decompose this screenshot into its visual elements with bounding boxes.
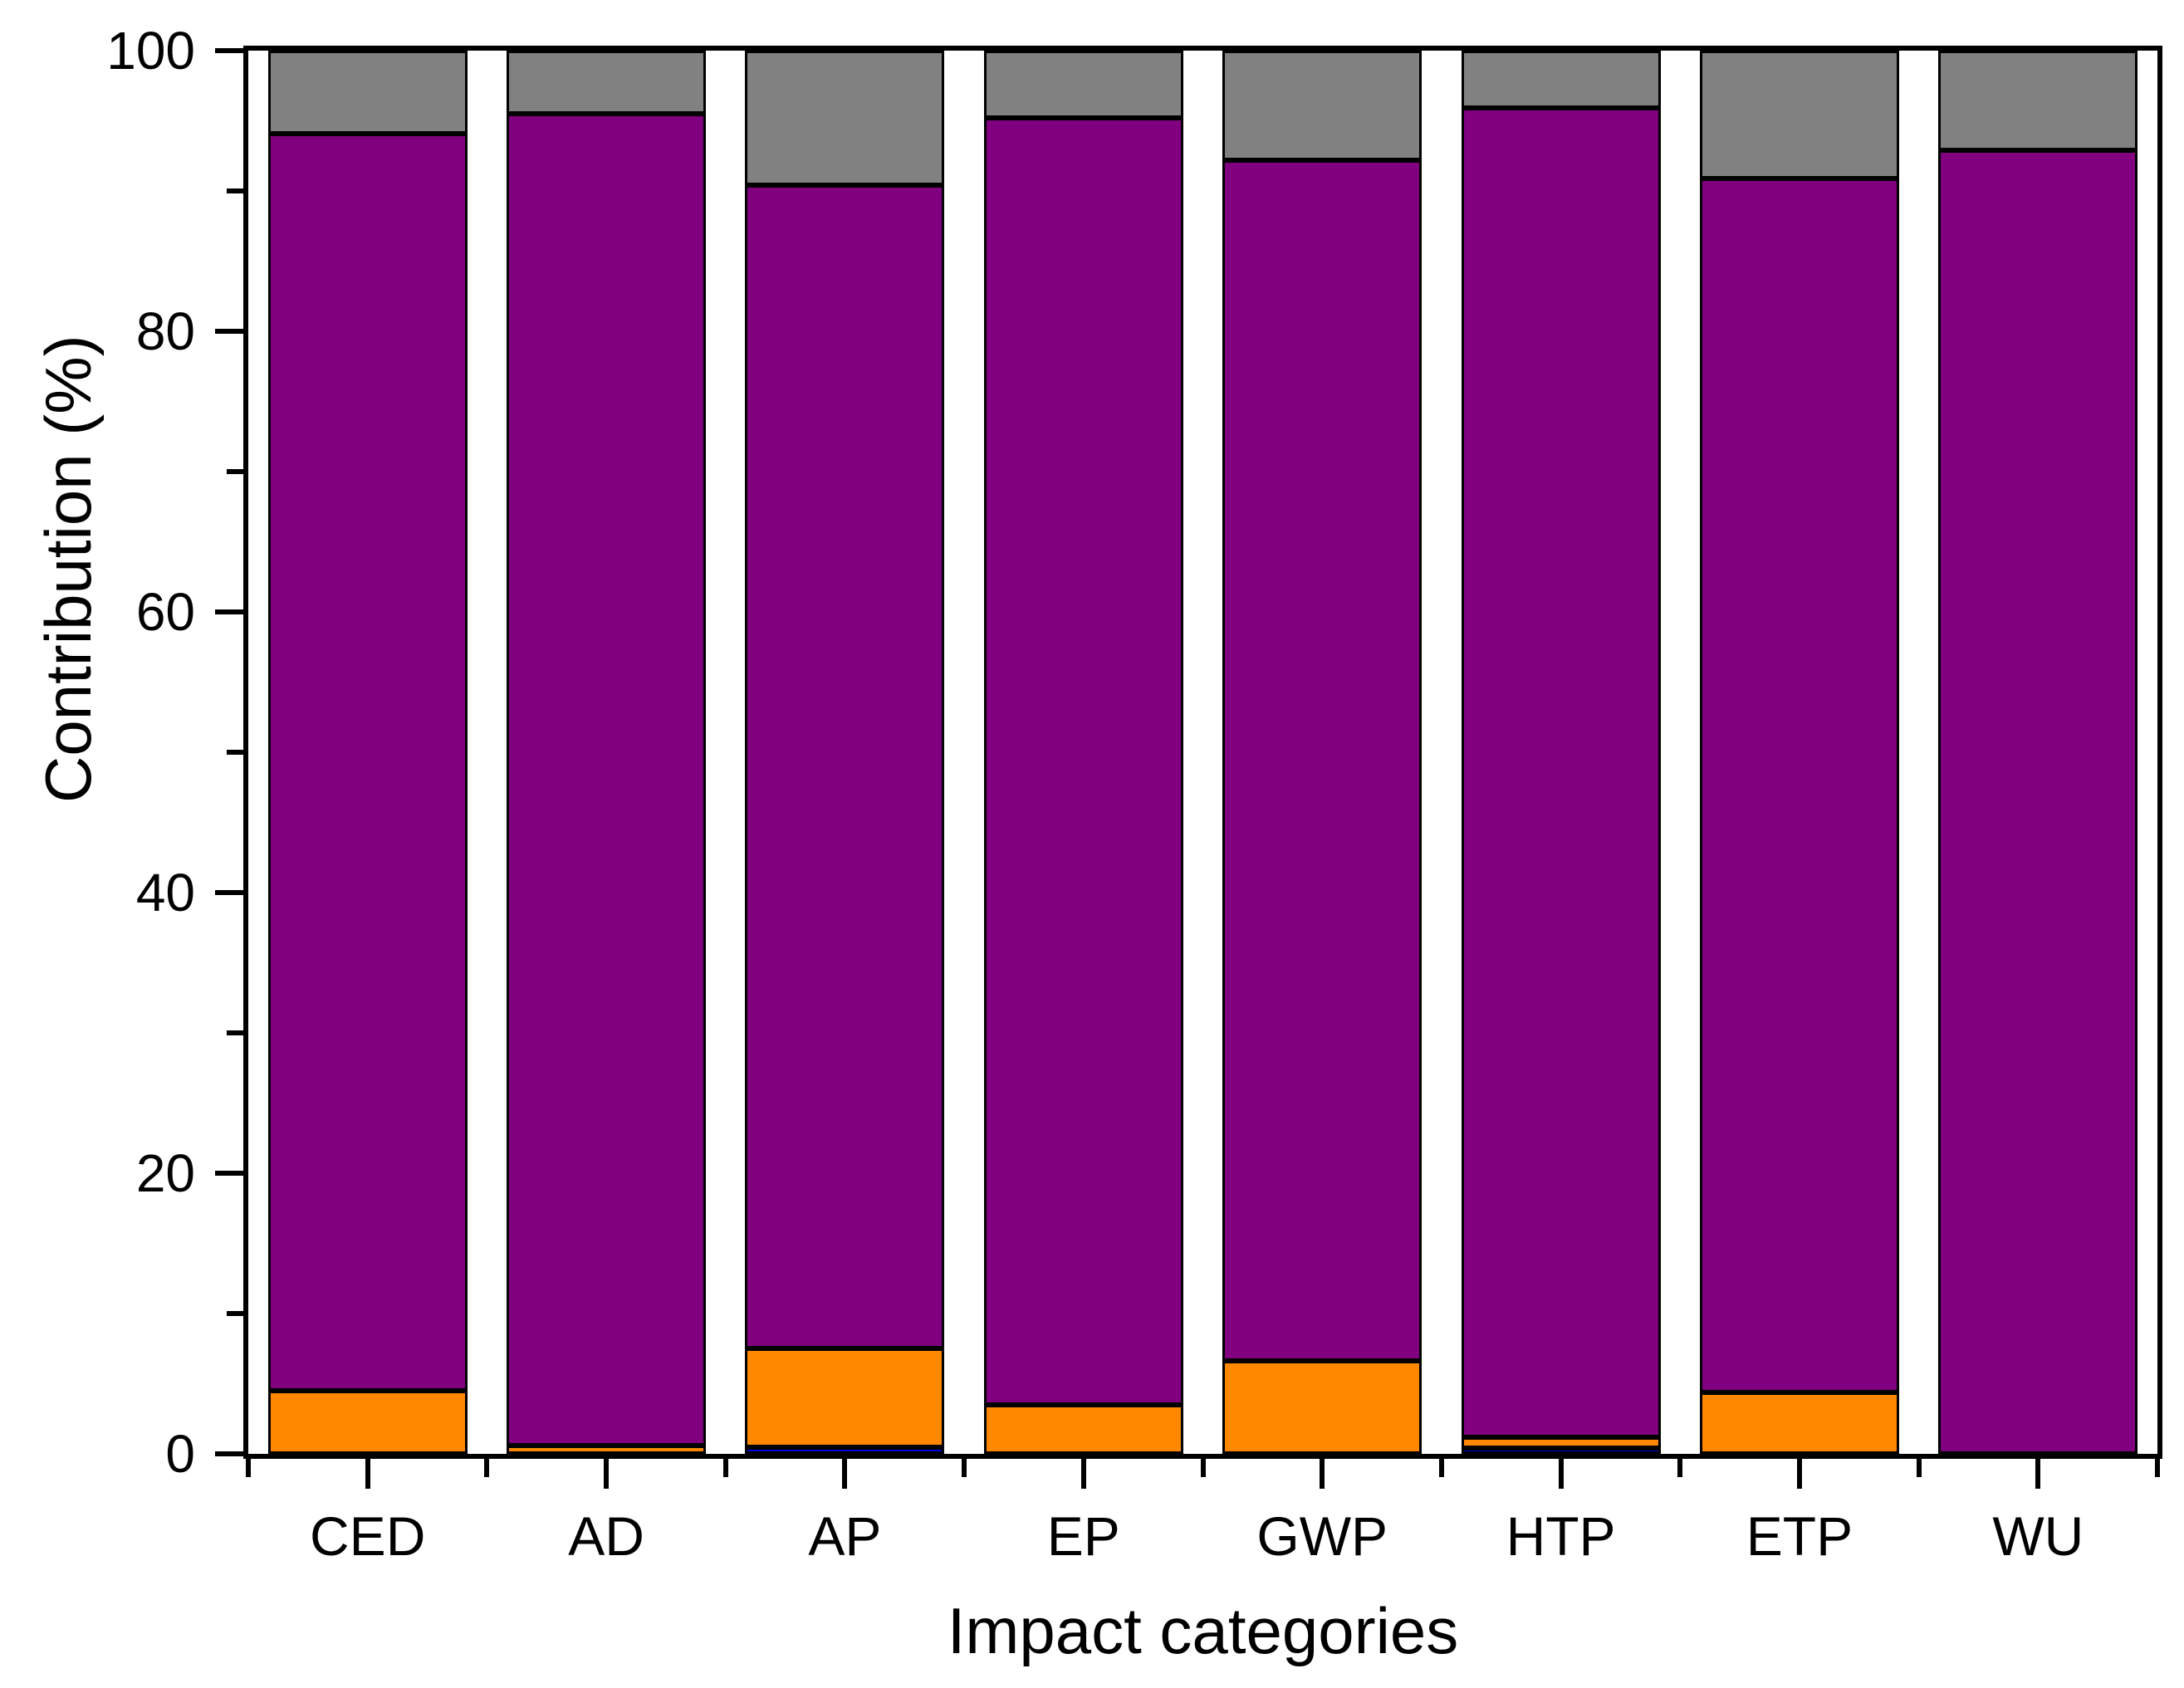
- blue-segment-HTP: [1461, 1448, 1661, 1454]
- category-label-GWP: GWP: [1256, 1505, 1388, 1567]
- y-minor-tick: [227, 188, 243, 193]
- y-minor-tick: [227, 469, 243, 474]
- orange-segment-AD: [507, 1445, 707, 1454]
- x-major-tick: [1320, 1459, 1325, 1489]
- x-major-tick: [2035, 1459, 2041, 1489]
- x-minor-tick: [1438, 1459, 1444, 1477]
- gray-segment-AD: [507, 51, 707, 115]
- y-tick-label: 80: [135, 301, 195, 361]
- bar-AD: [507, 51, 707, 1454]
- y-tick-label: 100: [106, 21, 195, 81]
- gray-segment-GWP: [1222, 51, 1423, 160]
- y-major-tick: [215, 890, 243, 895]
- orange-segment-CED: [267, 1390, 468, 1454]
- x-major-tick: [604, 1459, 610, 1489]
- category-label-AP: AP: [808, 1505, 882, 1567]
- purple-segment-CED: [267, 133, 468, 1391]
- bar-EP: [983, 51, 1183, 1454]
- x-axis-title: Impact categories: [947, 1594, 1459, 1667]
- purple-segment-ETP: [1699, 178, 1899, 1392]
- purple-segment-AP: [745, 185, 945, 1349]
- orange-segment-EP: [983, 1404, 1183, 1454]
- y-tick-label: 0: [165, 1424, 195, 1484]
- purple-segment-HTP: [1461, 108, 1661, 1437]
- gray-segment-EP: [983, 51, 1183, 119]
- x-minor-tick: [1200, 1459, 1206, 1477]
- purple-segment-GWP: [1222, 159, 1423, 1362]
- x-minor-tick: [962, 1459, 967, 1477]
- bar-WU: [1938, 51, 2138, 1454]
- x-minor-tick: [2155, 1459, 2160, 1477]
- category-label-HTP: HTP: [1506, 1505, 1616, 1567]
- y-minor-tick: [227, 1030, 243, 1035]
- x-minor-tick: [722, 1459, 728, 1477]
- gray-segment-AP: [745, 51, 945, 186]
- bar-ETP: [1699, 51, 1899, 1454]
- y-major-tick: [215, 48, 243, 53]
- orange-segment-GWP: [1222, 1361, 1423, 1454]
- y-tick-label: 60: [135, 582, 195, 642]
- bar-AP: [745, 51, 945, 1454]
- x-major-tick: [1080, 1459, 1086, 1489]
- x-minor-tick: [246, 1459, 251, 1477]
- gray-segment-CED: [267, 51, 468, 134]
- y-tick-label: 20: [135, 1143, 195, 1203]
- blue-segment-AP: [745, 1446, 945, 1454]
- y-major-tick: [215, 1171, 243, 1176]
- category-label-ETP: ETP: [1746, 1505, 1853, 1567]
- y-major-tick: [215, 1451, 243, 1456]
- purple-segment-AD: [507, 114, 707, 1446]
- category-label-WU: WU: [1992, 1505, 2084, 1567]
- orange-segment-HTP: [1461, 1436, 1661, 1449]
- x-major-tick: [1558, 1459, 1564, 1489]
- y-minor-tick: [227, 750, 243, 755]
- orange-segment-ETP: [1699, 1392, 1899, 1454]
- x-major-tick: [365, 1459, 370, 1489]
- category-label-AD: AD: [568, 1505, 644, 1567]
- bar-HTP: [1461, 51, 1661, 1454]
- y-axis-title: Contribution (%): [32, 335, 105, 803]
- purple-segment-WU: [1938, 150, 2138, 1454]
- x-minor-tick: [1677, 1459, 1683, 1477]
- x-minor-tick: [484, 1459, 490, 1477]
- category-label-CED: CED: [310, 1505, 426, 1567]
- gray-segment-WU: [1938, 51, 2138, 150]
- x-major-tick: [1796, 1459, 1802, 1489]
- bar-CED: [267, 51, 468, 1454]
- x-major-tick: [842, 1459, 848, 1489]
- bar-GWP: [1222, 51, 1423, 1454]
- y-major-tick: [215, 609, 243, 614]
- y-tick-label: 40: [135, 863, 195, 922]
- orange-segment-AP: [745, 1348, 945, 1447]
- y-minor-tick: [227, 1311, 243, 1316]
- plot-area: [243, 46, 2162, 1459]
- purple-segment-EP: [983, 118, 1183, 1405]
- y-major-tick: [215, 329, 243, 334]
- category-label-EP: EP: [1046, 1505, 1120, 1567]
- gray-segment-HTP: [1461, 51, 1661, 109]
- gray-segment-ETP: [1699, 51, 1899, 179]
- x-minor-tick: [1916, 1459, 1922, 1477]
